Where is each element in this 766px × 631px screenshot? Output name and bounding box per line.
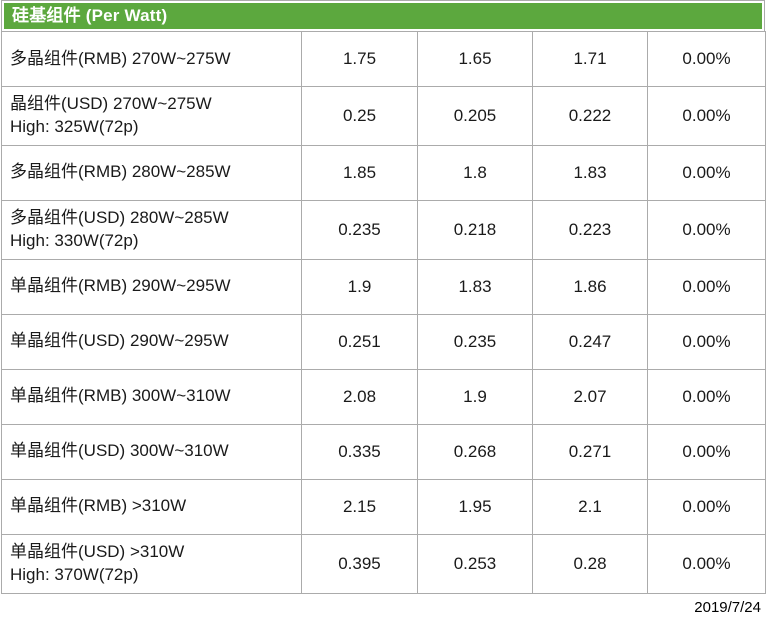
row-label: 单晶组件(USD) >310W High: 370W(72p) (1, 533, 302, 594)
cell-value: 0.218 (417, 199, 533, 260)
cell-value: 1.9 (417, 368, 533, 425)
table-row: 单晶组件(USD) >310W High: 370W(72p) 0.395 0.… (1, 533, 766, 594)
cell-change: 0.00% (647, 31, 766, 87)
cell-value: 2.07 (532, 368, 648, 425)
row-label: 单晶组件(USD) 300W~310W (1, 423, 302, 480)
row-label: 单晶组件(RMB) 290W~295W (1, 258, 302, 315)
cell-value: 0.223 (532, 199, 648, 260)
cell-value: 0.251 (301, 313, 418, 370)
cell-value: 0.271 (532, 423, 648, 480)
row-label: 多晶组件(RMB) 270W~275W (1, 31, 302, 87)
row-label: 单晶组件(USD) 290W~295W (1, 313, 302, 370)
cell-value: 1.86 (532, 258, 648, 315)
cell-change: 0.00% (647, 144, 766, 201)
cell-value: 0.235 (417, 313, 533, 370)
cell-value: 1.83 (417, 258, 533, 315)
table-row: 单晶组件(USD) 290W~295W 0.251 0.235 0.247 0.… (1, 313, 766, 370)
cell-value: 1.85 (301, 144, 418, 201)
row-label: 晶组件(USD) 270W~275W High: 325W(72p) (1, 86, 302, 146)
cell-change: 0.00% (647, 258, 766, 315)
table-row: 单晶组件(RMB) >310W 2.15 1.95 2.1 0.00% (1, 478, 766, 535)
cell-value: 0.28 (532, 533, 648, 594)
row-label: 单晶组件(RMB) >310W (1, 478, 302, 535)
cell-value: 1.83 (532, 144, 648, 201)
cell-change: 0.00% (647, 313, 766, 370)
cell-value: 0.247 (532, 313, 648, 370)
table-row: 多晶组件(RMB) 280W~285W 1.85 1.8 1.83 0.00% (1, 144, 766, 201)
table-row: 单晶组件(RMB) 290W~295W 1.9 1.83 1.86 0.00% (1, 258, 766, 315)
cell-value: 0.335 (301, 423, 418, 480)
cell-value: 0.395 (301, 533, 418, 594)
cell-value: 0.205 (417, 86, 533, 146)
cell-change: 0.00% (647, 199, 766, 260)
cell-change: 0.00% (647, 423, 766, 480)
cell-value: 1.9 (301, 258, 418, 315)
cell-value: 0.253 (417, 533, 533, 594)
cell-value: 0.268 (417, 423, 533, 480)
cell-value: 1.95 (417, 478, 533, 535)
cell-value: 0.235 (301, 199, 418, 260)
table-header-band: 硅基组件 (Per Watt) (1, 0, 765, 31)
table-row: 多晶组件(RMB) 270W~275W 1.75 1.65 1.71 0.00% (1, 31, 766, 87)
cell-value: 1.71 (532, 31, 648, 87)
table-row: 单晶组件(USD) 300W~310W 0.335 0.268 0.271 0.… (1, 423, 766, 480)
cell-value: 1.65 (417, 31, 533, 87)
table-row: 晶组件(USD) 270W~275W High: 325W(72p) 0.25 … (1, 86, 766, 146)
price-table: 多晶组件(RMB) 270W~275W 1.75 1.65 1.71 0.00%… (1, 31, 766, 594)
row-label: 单晶组件(RMB) 300W~310W (1, 368, 302, 425)
cell-value: 2.1 (532, 478, 648, 535)
cell-value: 1.75 (301, 31, 418, 87)
cell-change: 0.00% (647, 478, 766, 535)
cell-change: 0.00% (647, 86, 766, 146)
table-row: 单晶组件(RMB) 300W~310W 2.08 1.9 2.07 0.00% (1, 368, 766, 425)
cell-value: 2.08 (301, 368, 418, 425)
row-label: 多晶组件(USD) 280W~285W High: 330W(72p) (1, 199, 302, 260)
cell-value: 2.15 (301, 478, 418, 535)
cell-change: 0.00% (647, 368, 766, 425)
cell-value: 0.222 (532, 86, 648, 146)
cell-value: 0.25 (301, 86, 418, 146)
table-title: 硅基组件 (Per Watt) (4, 3, 762, 29)
row-label: 多晶组件(RMB) 280W~285W (1, 144, 302, 201)
cell-value: 1.8 (417, 144, 533, 201)
cell-change: 0.00% (647, 533, 766, 594)
table-row: 多晶组件(USD) 280W~285W High: 330W(72p) 0.23… (1, 199, 766, 260)
date-stamp: 2019/7/24 (694, 598, 761, 616)
